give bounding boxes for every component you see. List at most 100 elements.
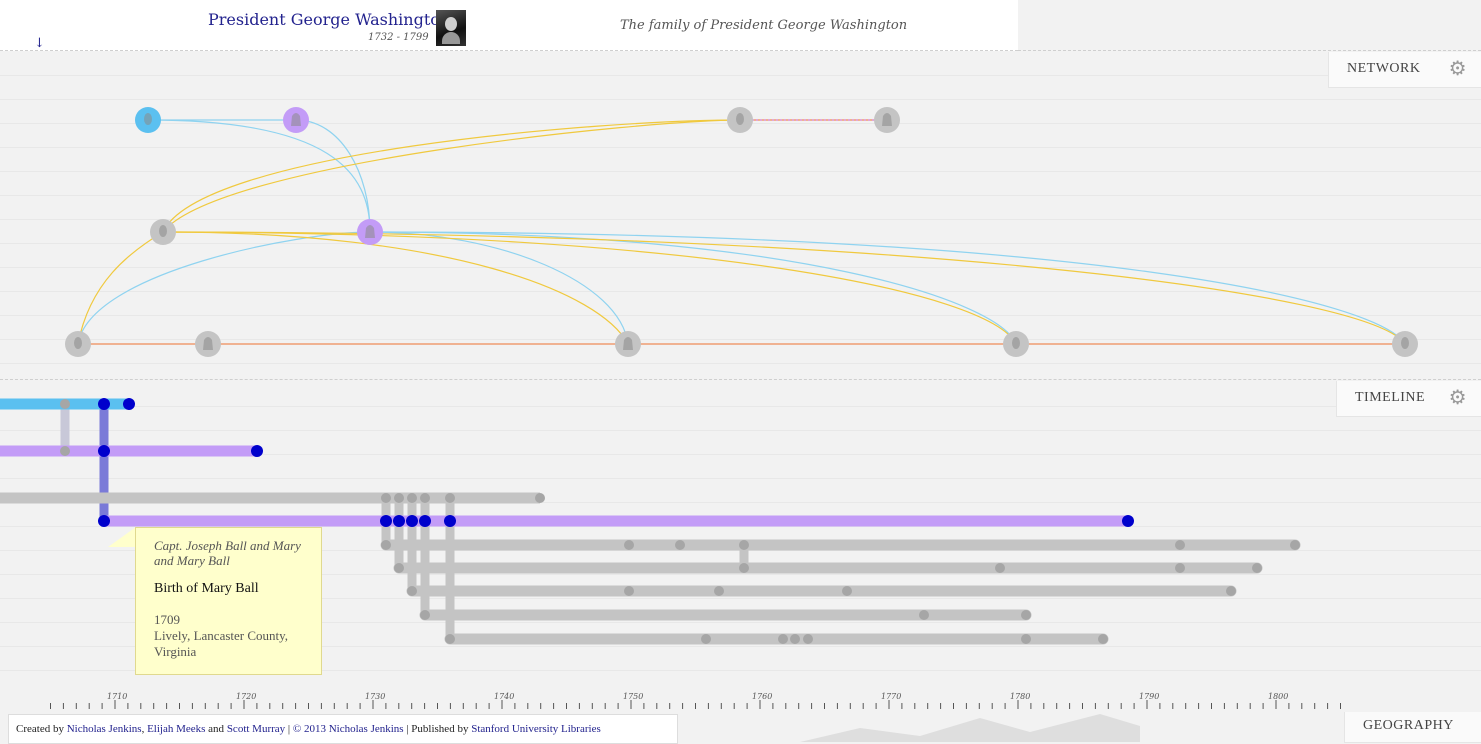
network-link [162,119,741,233]
event-dot-highlighted [98,515,110,527]
footer-publisher-link[interactable]: Stanford University Libraries [471,723,601,735]
network-background [0,52,1481,378]
network-link [77,231,371,345]
tooltip-pointer [108,527,136,547]
down-arrow-icon[interactable]: ↓ [34,36,45,51]
footer-copyright-link[interactable]: © 2013 Nicholas Jenkins [292,723,404,735]
timeline-section-tab[interactable]: TIMELINE ⚙ [1336,381,1481,417]
axis-tick-label: 1730 [365,692,385,701]
event-dot [381,540,391,550]
event-dot [1098,634,1108,644]
axis-tick-label: 1750 [623,692,643,701]
tooltip-year: 1709 [154,612,180,627]
event-dot [1021,634,1031,644]
female-glyph-icon [203,337,213,350]
geography-label: GEOGRAPHY [1363,718,1454,733]
axis-tick-label: 1790 [1139,692,1159,701]
event-dot [1175,540,1185,550]
header: President George Washington 1732 - 1799 … [0,0,1018,51]
event-dot-highlighted [123,398,135,410]
event-dot [381,493,391,503]
footer-author-link[interactable]: Scott Murray [226,723,286,735]
event-dot [1290,540,1300,550]
event-dot [714,586,724,596]
female-glyph-icon [291,113,301,126]
footer-and: and [208,723,225,735]
network-link [147,119,371,233]
event-dot [420,493,430,503]
event-dot [420,610,430,620]
gear-icon[interactable]: ⚙ [1448,58,1467,80]
event-dot [407,586,417,596]
event-dot-highlighted [98,398,110,410]
footer-author-link[interactable]: Elijah Meeks [147,723,206,735]
axis-tick-label: 1800 [1268,692,1288,701]
footer-credits: Created by Nicholas Jenkins, Elijah Meek… [8,714,678,744]
header-strip [1018,0,1481,51]
female-glyph-icon [365,225,375,238]
event-dot [919,610,929,620]
event-dot [445,634,455,644]
event-dot [535,493,545,503]
network-link [369,231,629,345]
event-dot-highlighted [419,515,431,527]
network-link [162,231,1017,345]
person-name-link[interactable]: President George Washington [208,10,451,29]
page-subtitle: The family of President George Washingto… [620,18,908,33]
female-glyph-icon [623,337,633,350]
event-dot [739,563,749,573]
event-dot-highlighted [406,515,418,527]
axis-tick-label: 1780 [1010,692,1030,701]
timeline-label: TIMELINE [1355,390,1426,405]
network-graph [65,107,1418,357]
network-section-tab[interactable]: NETWORK ⚙ [1328,52,1481,88]
male-glyph-icon [736,113,744,125]
gear-icon[interactable]: ⚙ [1448,387,1467,409]
network-link [162,231,1406,345]
event-dot [803,634,813,644]
male-glyph-icon [144,113,152,125]
event-dot [675,540,685,550]
network-link [77,231,164,345]
time-axis: 1710 1720 1730 1740 1750 1760 1770 1780 1790 1800 [50,692,1341,709]
network-link [162,231,629,345]
event-dot-highlighted [1122,515,1134,527]
network-link [369,231,1406,345]
axis-tick-label: 1710 [107,692,127,701]
female-glyph-icon [882,113,892,126]
person-dates: 1732 - 1799 [368,32,429,43]
event-dot [842,586,852,596]
network-label: NETWORK [1347,61,1421,76]
event-dot [1175,563,1185,573]
event-dot [995,563,1005,573]
event-dot [778,634,788,644]
event-dot [624,540,634,550]
event-dot [1021,610,1031,620]
axis-tick-label: 1720 [236,692,256,701]
event-dot [624,586,634,596]
footer-created-by: Created by [16,723,64,735]
geography-section-tab[interactable]: GEOGRAPHY [1344,712,1481,743]
event-dot-highlighted [251,445,263,457]
axis-tick-label: 1760 [752,692,772,701]
footer-author-link[interactable]: Nicholas Jenkins [66,723,142,735]
footer-separator: | [287,723,291,735]
event-tooltip: Capt. Joseph Ball and Mary and Mary Ball… [135,527,322,675]
portrait-thumbnail[interactable] [436,10,466,46]
event-dot [394,563,404,573]
network-link [295,119,371,233]
male-glyph-icon [1012,337,1020,349]
event-dot [445,493,455,503]
footer-separator: , [141,723,145,735]
footer-published-by: | Published by [406,723,469,735]
event-dot [407,493,417,503]
event-dot [1252,563,1262,573]
network-link [162,119,741,233]
event-dot [1226,586,1236,596]
geography-map-preview[interactable] [800,708,1140,742]
male-glyph-icon [1401,337,1409,349]
event-dot [60,446,70,456]
male-glyph-icon [159,225,167,237]
event-dot [701,634,711,644]
timeline-chart [0,398,1301,645]
